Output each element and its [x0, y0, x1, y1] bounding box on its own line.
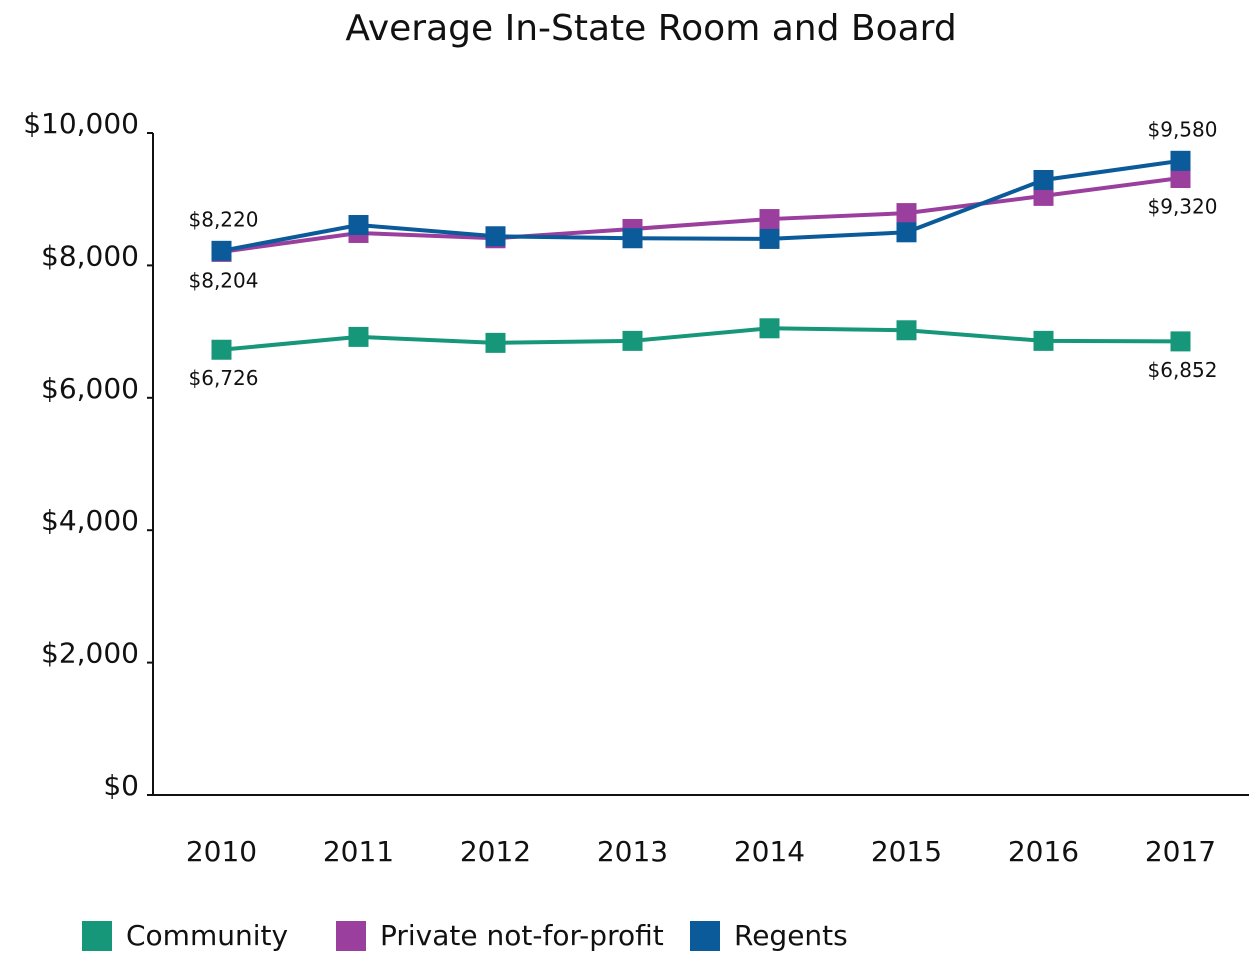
- x-tick-label: 2016: [1008, 835, 1079, 868]
- data-label: $9,580: [1148, 117, 1218, 141]
- x-tick-label: 2011: [323, 835, 394, 868]
- legend-label: Regents: [734, 919, 848, 952]
- x-tick-label: 2012: [460, 835, 531, 868]
- data-label: $9,320: [1148, 195, 1218, 219]
- data-point: [759, 318, 780, 339]
- data-point: [211, 240, 232, 261]
- legend-swatch: [336, 921, 366, 951]
- data-point: [622, 228, 643, 249]
- y-tick-label: $4,000: [41, 504, 139, 537]
- data-point: [759, 209, 780, 230]
- data-point: [211, 339, 232, 360]
- y-tick-label: $10,000: [23, 107, 139, 140]
- data-point: [622, 330, 643, 351]
- legend-swatch: [82, 921, 112, 951]
- series-line: [221, 326, 1181, 352]
- data-point: [1033, 170, 1054, 191]
- y-tick-label: $0: [103, 769, 139, 802]
- x-tick-label: 2014: [734, 835, 805, 868]
- series-line: [221, 176, 1181, 254]
- y-tick-label: $2,000: [41, 637, 139, 670]
- x-tick-label: 2017: [1145, 835, 1216, 868]
- data-point: [1033, 330, 1054, 351]
- y-tick-label: $6,000: [41, 372, 139, 405]
- legend-label: Community: [126, 919, 288, 952]
- data-label: $6,726: [189, 366, 259, 390]
- data-point: [1170, 331, 1191, 352]
- legend-label: Private not-for-profit: [380, 919, 664, 952]
- data-point: [896, 320, 917, 341]
- data-point: [485, 226, 506, 247]
- data-point: [485, 332, 506, 353]
- data-point: [1170, 150, 1191, 171]
- data-point: [896, 222, 917, 243]
- data-point: [348, 326, 369, 347]
- data-point: [759, 228, 780, 249]
- legend-swatch: [690, 921, 720, 951]
- data-label: $8,220: [189, 207, 259, 231]
- x-tick-label: 2013: [597, 835, 668, 868]
- data-point: [896, 203, 917, 224]
- data-point: [1170, 168, 1191, 189]
- data-label: $6,852: [1148, 358, 1218, 382]
- chart-title: Average In-State Room and Board: [345, 8, 956, 49]
- series-line: [221, 158, 1181, 253]
- x-tick-label: 2010: [186, 835, 257, 868]
- x-tick-label: 2015: [871, 835, 942, 868]
- y-tick-label: $8,000: [41, 239, 139, 272]
- data-point: [1033, 185, 1054, 206]
- data-point: [348, 215, 369, 236]
- data-label: $8,204: [189, 268, 259, 292]
